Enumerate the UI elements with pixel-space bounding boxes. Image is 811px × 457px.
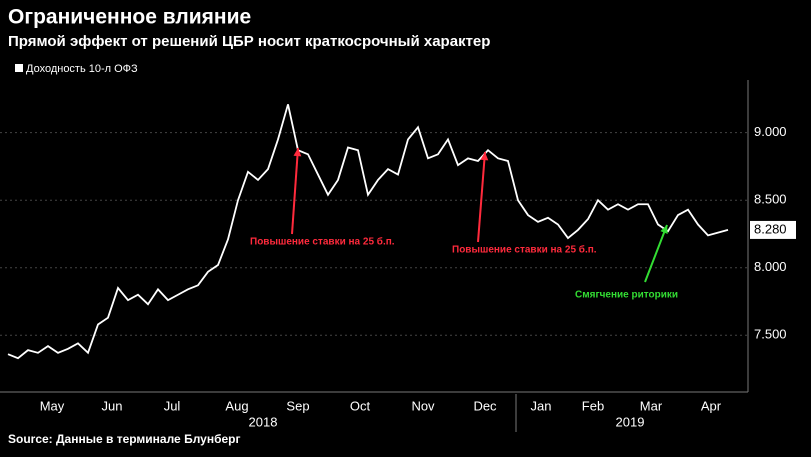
x-tick-label: Feb: [582, 398, 604, 413]
x-tick-label: Jul: [164, 398, 181, 413]
x-tick-label: Apr: [701, 398, 722, 413]
annotation-arrowhead: [480, 152, 489, 161]
annotation-arrow: [644, 224, 668, 283]
annotation-text: Повышение ставки на 25 б.п.: [452, 244, 597, 256]
annotation-arrowhead: [660, 225, 668, 234]
x-tick-label: Jun: [102, 398, 123, 413]
x-tick-label: Oct: [350, 398, 371, 413]
annotation-text: Повышение ставки на 25 б.п.: [250, 236, 395, 248]
year-label: 2019: [616, 414, 645, 429]
annotation-arrowhead: [293, 148, 302, 157]
last-value-box: [750, 220, 796, 239]
x-tick-label: Aug: [225, 398, 248, 413]
y-tick-label: 7.500: [754, 327, 787, 342]
last-value-label: 8.280: [754, 221, 787, 236]
x-tick-label: Dec: [473, 398, 497, 413]
annotation-text: Смягчение риторики: [575, 290, 678, 301]
x-tick-label: Sep: [286, 398, 309, 413]
source: Source: Данные в терминале Блунберг: [8, 432, 241, 446]
y-tick-label: 8.000: [754, 259, 787, 274]
y-tick-label: 9.000: [754, 124, 787, 139]
y-tick-label: 8.500: [754, 192, 787, 207]
annotation-arrow: [477, 151, 486, 243]
x-tick-label: Mar: [640, 398, 663, 413]
x-tick-label: May: [40, 398, 65, 413]
chart-subtitle: Прямой эффект от решений ЦБР носит кратк…: [8, 33, 490, 50]
legend-label: Доходность 10-л ОФЗ: [26, 63, 138, 75]
annotation-arrow: [291, 147, 299, 235]
chart-title: Ограниченное влияние: [8, 6, 251, 29]
x-tick-label: Nov: [411, 398, 435, 413]
legend-swatch: [15, 64, 23, 72]
x-tick-label: Jan: [531, 398, 552, 413]
line: [7, 104, 729, 360]
year-label: 2018: [249, 414, 278, 429]
